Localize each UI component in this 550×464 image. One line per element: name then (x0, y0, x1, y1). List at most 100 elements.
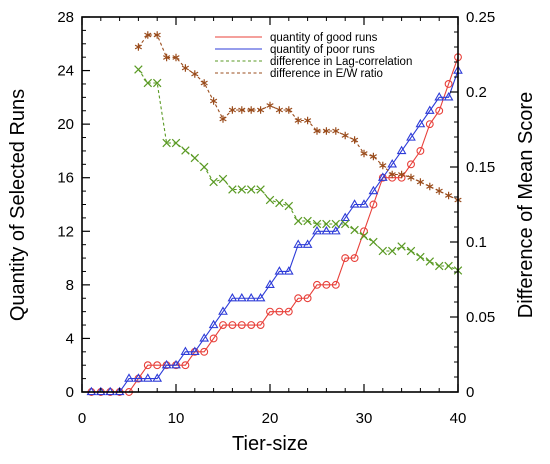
series-line (91, 56, 459, 393)
data-point (161, 359, 172, 369)
data-point (199, 162, 209, 172)
data-point (143, 78, 153, 88)
data-point (219, 321, 227, 329)
data-point (379, 161, 387, 170)
data-point (302, 239, 313, 248)
data-point (407, 160, 415, 169)
series-0 (87, 53, 462, 396)
x-tick-label: 30 (356, 410, 373, 427)
data-point (236, 292, 247, 302)
data-point (293, 239, 304, 248)
data-point (360, 149, 368, 158)
data-point (199, 333, 210, 342)
data-point (237, 321, 246, 329)
data-point (134, 65, 143, 74)
data-point (396, 145, 407, 155)
data-point (171, 359, 181, 369)
data-point (227, 292, 238, 302)
data-point (144, 31, 152, 39)
data-point (303, 216, 312, 226)
data-point (153, 31, 161, 39)
data-point (247, 321, 256, 329)
data-point (312, 219, 322, 229)
data-point (153, 361, 162, 370)
data-point (435, 187, 443, 195)
legend-label: quantity of poor runs (270, 44, 375, 56)
data-point (332, 127, 340, 135)
data-point (387, 159, 398, 168)
data-point (434, 92, 445, 101)
legend-label: quantity of good runs (270, 32, 378, 44)
y-right-tick-label: 0.05 (466, 309, 495, 326)
y-axis-right-label: Difference of Mean Score (515, 92, 537, 318)
series-3 (134, 31, 462, 204)
data-point (283, 266, 294, 275)
data-point (303, 294, 312, 303)
data-point (416, 146, 425, 155)
plot-marks (86, 31, 463, 396)
data-point (330, 225, 341, 235)
data-point (369, 200, 378, 209)
data-point (285, 106, 293, 114)
y-left-tick-label: 28 (57, 9, 74, 26)
data-point (426, 182, 434, 191)
data-point (406, 246, 416, 256)
data-point (369, 237, 378, 247)
data-point (416, 252, 425, 262)
y-left-tick-label: 24 (57, 63, 74, 80)
data-point (180, 346, 191, 355)
series-line (91, 70, 459, 393)
data-point (219, 115, 227, 123)
data-point (228, 185, 237, 194)
data-point (378, 246, 388, 256)
data-point (275, 106, 284, 114)
y-right-tick-label: 0 (466, 384, 474, 401)
data-point (321, 225, 332, 235)
x-tick-label: 20 (262, 410, 279, 427)
data-point (209, 334, 218, 343)
data-point (190, 153, 200, 163)
data-point (312, 225, 322, 235)
data-point (443, 92, 454, 101)
data-point (350, 225, 359, 235)
x-tick-label: 40 (450, 410, 467, 427)
data-point (388, 170, 396, 179)
data-point (275, 307, 284, 316)
data-point (209, 177, 218, 187)
data-point (237, 185, 247, 194)
data-point (313, 280, 321, 289)
legend-label: difference in E/W ratio (270, 68, 383, 80)
y-right-tick-label: 0.25 (466, 9, 495, 26)
data-point (255, 292, 266, 302)
data-point (256, 321, 265, 329)
data-point (191, 70, 199, 78)
data-point (209, 97, 218, 105)
data-point (350, 136, 359, 144)
data-point (124, 373, 134, 382)
data-point (247, 106, 255, 114)
data-point (152, 373, 163, 382)
data-point (416, 178, 425, 186)
data-point (369, 152, 378, 161)
data-point (218, 306, 228, 315)
data-point (424, 105, 435, 114)
data-point (359, 231, 369, 241)
data-point (181, 146, 190, 155)
data-point (322, 280, 331, 289)
data-point (406, 132, 416, 141)
data-point (368, 185, 379, 195)
y-left-tick-label: 8 (66, 277, 74, 294)
legend-label: difference in Lag-correlation (270, 56, 412, 68)
data-point (359, 199, 369, 208)
data-point (208, 319, 219, 329)
data-point (415, 118, 426, 128)
data-point (284, 201, 294, 211)
data-point (265, 279, 275, 289)
data-point (387, 246, 397, 256)
data-point (256, 185, 265, 194)
data-point (444, 191, 453, 200)
data-point (256, 106, 265, 114)
series-2 (134, 65, 463, 275)
